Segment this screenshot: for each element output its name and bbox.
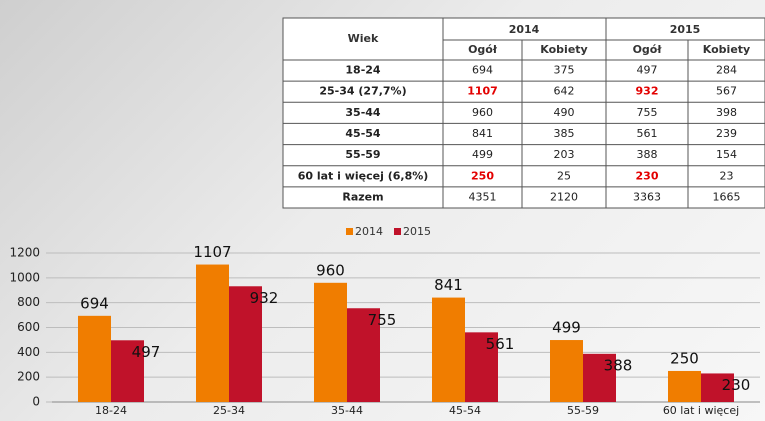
table-cell: 694 [472, 64, 493, 77]
bar [347, 308, 380, 402]
y-tick-label: 400 [17, 345, 40, 359]
table-cell: 388 [637, 148, 658, 161]
table-cell: 490 [554, 106, 575, 119]
row-label: 45-54 [345, 127, 381, 140]
y-tick-label: 200 [17, 370, 40, 384]
data-label: 932 [250, 289, 279, 307]
data-label: 561 [486, 335, 515, 353]
table-cell: 284 [716, 64, 737, 77]
table-header: Wiek [348, 32, 379, 45]
table-subheader: Kobiety [703, 43, 750, 56]
data-label: 499 [552, 319, 581, 337]
legend-label: 2014 [355, 225, 383, 238]
table-cell: 1665 [713, 190, 741, 203]
table-cell: 25 [557, 169, 571, 182]
bar [583, 353, 616, 402]
data-label: 1107 [193, 243, 231, 261]
bar [668, 370, 701, 402]
bar [701, 373, 734, 402]
row-label: 25-34 (27,7%) [319, 85, 406, 98]
y-tick-label: 0 [32, 395, 40, 409]
bar [465, 332, 498, 402]
table-cell: 154 [716, 148, 737, 161]
table-cell: 960 [472, 106, 493, 119]
table-cell: 375 [554, 64, 575, 77]
y-tick-label: 600 [17, 320, 40, 334]
table-header: 2015 [670, 23, 701, 36]
row-label: 55-59 [345, 148, 380, 161]
y-tick-label: 1200 [9, 246, 40, 260]
data-label: 694 [80, 294, 109, 312]
table-cell: 3363 [633, 190, 661, 203]
table-subheader: Kobiety [540, 43, 587, 56]
table-cell: 561 [637, 127, 658, 140]
table-cell: 250 [471, 169, 494, 182]
bar [550, 340, 583, 402]
table-header: 2014 [509, 23, 540, 36]
table-cell: 1107 [467, 85, 498, 98]
table-cell: 203 [554, 148, 575, 161]
table-background [282, 17, 765, 209]
y-tick-label: 800 [17, 295, 40, 309]
bar [111, 340, 144, 402]
data-label: 960 [316, 261, 345, 279]
table-cell: 497 [637, 64, 658, 77]
y-tick-label: 1000 [9, 270, 40, 284]
table-cell: 230 [636, 169, 659, 182]
x-tick-label: 35-44 [331, 404, 363, 417]
legend-swatch [394, 228, 401, 235]
legend-swatch [346, 228, 353, 235]
table-cell: 239 [716, 127, 737, 140]
table-cell: 2120 [550, 190, 578, 203]
data-label: 230 [722, 376, 751, 394]
row-label: 60 lat i więcej (6,8%) [298, 169, 429, 182]
data-label: 388 [604, 356, 633, 374]
table-cell: 932 [636, 85, 659, 98]
bar [229, 286, 262, 402]
bar [196, 264, 229, 402]
table-cell: 499 [472, 148, 493, 161]
x-tick-label: 18-24 [95, 404, 127, 417]
bar [314, 282, 347, 402]
x-tick-label: 45-54 [449, 404, 481, 417]
table-subheader: Ogół [633, 43, 663, 56]
table-subheader: Ogół [468, 43, 498, 56]
bar [78, 315, 111, 402]
table-cell: 755 [637, 106, 658, 119]
data-label: 755 [368, 311, 397, 329]
x-tick-label: 55-59 [567, 404, 599, 417]
table-cell: 398 [716, 106, 737, 119]
table-cell: 642 [554, 85, 575, 98]
row-label: 18-24 [345, 64, 381, 77]
data-label: 250 [670, 349, 699, 367]
table-cell: 841 [472, 127, 493, 140]
row-label: Razem [342, 190, 383, 203]
table-cell: 567 [716, 85, 737, 98]
data-label: 497 [132, 343, 161, 361]
legend-label: 2015 [403, 225, 431, 238]
row-label: 35-44 [345, 106, 381, 119]
table-cell: 23 [720, 169, 734, 182]
bar [432, 297, 465, 402]
table-cell: 4351 [469, 190, 497, 203]
x-tick-label: 60 lat i więcej [663, 404, 739, 417]
x-tick-label: 25-34 [213, 404, 245, 417]
data-label: 841 [434, 276, 463, 294]
table-cell: 385 [554, 127, 575, 140]
